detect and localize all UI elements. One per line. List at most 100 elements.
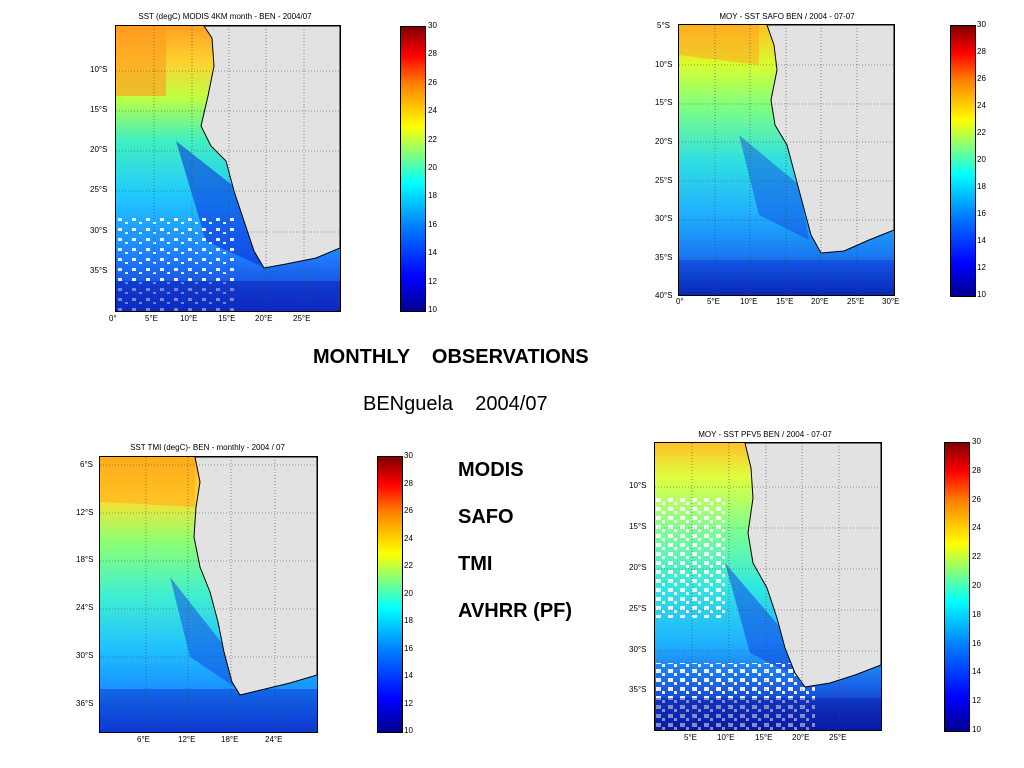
lat-label: 24°S [76, 603, 94, 612]
lat-label: 30°S [90, 226, 108, 235]
colorbar-tick-label: 22 [977, 128, 986, 137]
lon-label: 10°E [717, 733, 735, 742]
lat-label: 15°S [655, 98, 673, 107]
lat-label: 15°S [629, 522, 647, 531]
colorbar-tick-label: 26 [972, 494, 981, 504]
lon-label: 10°E [180, 314, 198, 323]
lon-label: 5°E [145, 314, 158, 323]
lat-label: 35°S [629, 685, 647, 694]
lat-label: 35°S [655, 253, 673, 262]
lon-label: 5°E [707, 297, 720, 306]
colorbar-tick-label: 22 [428, 134, 437, 144]
map-title-modis: SST (degC) MODIS 4KM month - BEN - 2004/… [138, 12, 312, 21]
lat-label: 25°S [90, 185, 108, 194]
colorbar-tick-label: 26 [977, 74, 986, 83]
colorbar-avhrr [944, 442, 970, 732]
lat-label: 25°S [655, 176, 673, 185]
colorbar-tick-label: 28 [404, 478, 413, 488]
lon-label: 10°E [740, 297, 758, 306]
colorbar-tick-label: 16 [428, 219, 437, 229]
colorbar-tick-label: 10 [428, 305, 437, 314]
lon-label: 6°E [137, 735, 150, 744]
colorbar-tick-label: 18 [972, 609, 981, 619]
colorbar-tick-label: 14 [977, 236, 986, 245]
lon-label: 0° [676, 297, 684, 306]
lon-label: 25°E [847, 297, 865, 306]
colorbar-tick-label: 30 [977, 20, 986, 29]
colorbar-safo [950, 25, 976, 297]
lat-label: 30°S [655, 214, 673, 223]
colorbar-tick-label: 22 [972, 552, 981, 562]
colorbar-tick-label: 16 [972, 638, 981, 648]
map-title-tmi: SST TMI (degC)- BEN - monthly - 2004 / 0… [130, 443, 285, 452]
lat-label: 12°S [76, 508, 94, 517]
lat-label: 6°S [80, 460, 93, 469]
lat-label: 30°S [629, 645, 647, 654]
colorbar-tmi [377, 456, 403, 733]
map-title-avhrr: MOY - SST PFV5 BEN / 2004 - 07-07 [698, 430, 832, 439]
lon-label: 24°E [265, 735, 283, 744]
colorbar-tick-label: 24 [972, 523, 981, 533]
colorbar-tick-label: 12 [977, 263, 986, 272]
colorbar-tick-label: 12 [428, 276, 437, 286]
lat-label: 5°S [657, 21, 670, 30]
page-subtitle: BENguela 2004/07 [363, 393, 548, 415]
lat-label: 15°S [90, 105, 108, 114]
colorbar-tick-label: 30 [428, 21, 437, 30]
colorbar-tick-label: 20 [972, 581, 981, 590]
dataset-label-modis: MODIS [458, 459, 524, 481]
lon-label: 20°E [255, 314, 273, 323]
colorbar-tick-label: 18 [404, 616, 413, 625]
lon-label: 30°E [882, 297, 900, 306]
lon-label: 20°E [811, 297, 829, 306]
dataset-label-avhrr: AVHRR (PF) [458, 600, 573, 622]
lon-label: 12°E [178, 735, 196, 744]
lat-label: 25°S [629, 604, 647, 613]
colorbar-tick-label: 26 [404, 506, 413, 515]
colorbar-tick-label: 18 [428, 191, 437, 201]
sst-map-modis [115, 25, 341, 312]
colorbar-tick-label: 14 [972, 667, 981, 677]
colorbar-tick-label: 28 [977, 47, 986, 56]
lat-label: 35°S [90, 266, 108, 275]
colorbar-tick-label: 12 [972, 696, 981, 706]
lon-label: 15°E [755, 733, 773, 742]
colorbar-tick-label: 14 [428, 248, 437, 258]
colorbar-tick-label: 20 [428, 163, 437, 172]
lon-label: 25°E [829, 733, 847, 742]
sst-map-tmi [99, 456, 318, 733]
lon-label: 18°E [221, 735, 239, 744]
lon-label: 20°E [792, 733, 810, 742]
colorbar-tick-label: 28 [972, 465, 981, 475]
colorbar-tick-label: 22 [404, 561, 413, 570]
colorbar-tick-label: 24 [404, 533, 413, 543]
colorbar-tick-label: 30 [404, 451, 413, 460]
colorbar-tick-label: 30 [972, 437, 981, 446]
lon-label: 0° [109, 314, 117, 323]
colorbar-tick-label: 24 [977, 101, 986, 110]
sst-map-avhrr [654, 442, 882, 731]
lat-label: 36°S [76, 699, 94, 708]
colorbar-tick-label: 24 [428, 106, 437, 116]
lat-label: 30°S [76, 651, 94, 660]
colorbar-tick-label: 10 [972, 725, 981, 734]
colorbar-tick-label: 10 [404, 726, 413, 735]
colorbar-tick-label: 28 [428, 49, 437, 59]
lon-label: 25°E [293, 314, 311, 323]
colorbar-tick-label: 12 [404, 698, 413, 708]
map-title-safo: MOY - SST SAFO BEN / 2004 - 07-07 [719, 12, 855, 21]
lat-label: 40°S [655, 291, 673, 300]
page-title: MONTHLY OBSERVATIONS [313, 346, 589, 368]
colorbar-tick-label: 20 [404, 588, 413, 598]
dataset-label-safo: SAFO [458, 506, 514, 528]
lon-label: 15°E [776, 297, 794, 306]
colorbar-tick-label: 10 [977, 290, 986, 299]
colorbar-modis [400, 26, 426, 312]
lat-label: 10°S [90, 65, 108, 74]
colorbar-tick-label: 14 [404, 671, 413, 680]
colorbar-tick-label: 26 [428, 77, 437, 87]
sst-map-safo [678, 24, 895, 296]
lat-label: 20°S [655, 137, 673, 146]
lat-label: 20°S [90, 145, 108, 154]
lat-label: 18°S [76, 555, 94, 564]
